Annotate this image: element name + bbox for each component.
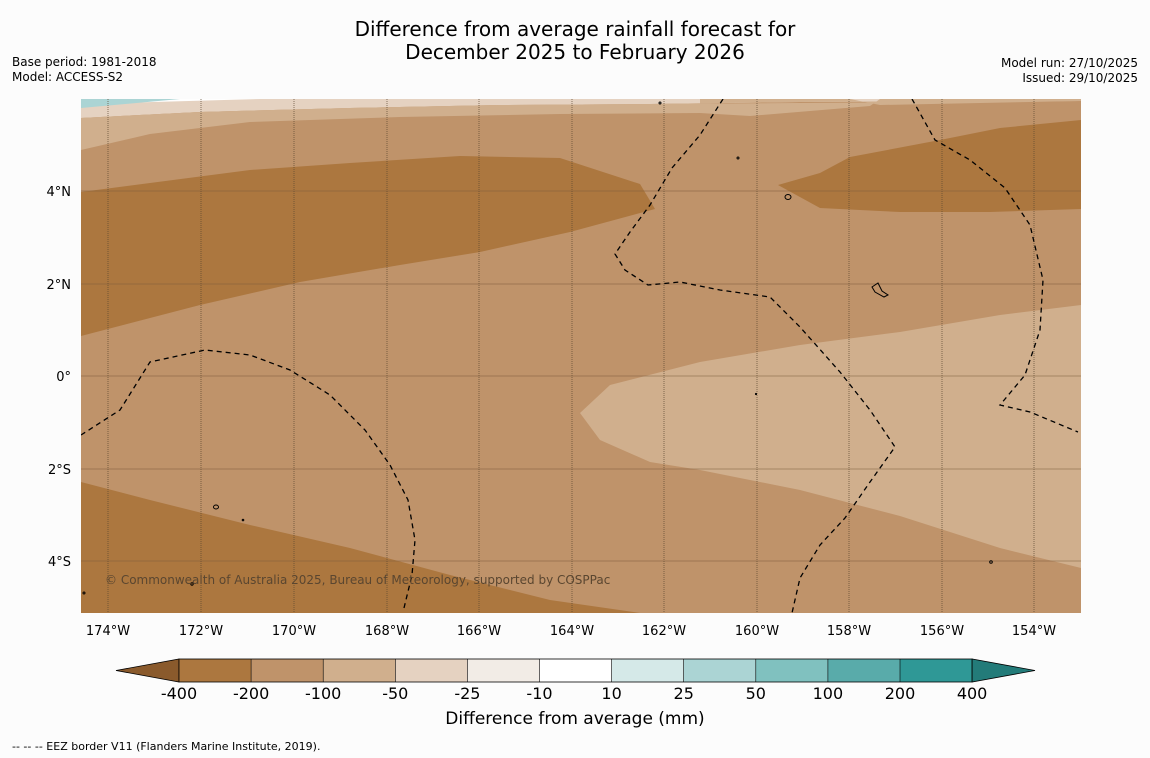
colorbar-segment xyxy=(179,659,252,682)
base-period: Base period: 1981-2018 xyxy=(12,55,157,69)
lon-label: 156°W xyxy=(920,624,964,639)
lon-label: 158°W xyxy=(827,624,871,639)
lon-label: 154°W xyxy=(1012,624,1056,639)
region-minus-200-to-400-northeast xyxy=(778,120,1081,212)
issued-date: Issued: 29/10/2025 xyxy=(1022,71,1138,85)
colorbar-segment xyxy=(395,659,468,682)
eez-legend-footnote: -- -- -- EEZ border V11 (Flanders Marine… xyxy=(12,740,321,753)
eez-borders xyxy=(81,99,1079,613)
colorbar-tick-label: -10 xyxy=(526,684,553,703)
colorbar-segment xyxy=(323,659,396,682)
lon-label: 170°W xyxy=(272,624,316,639)
lon-label: 164°W xyxy=(550,624,594,639)
colorbar-tick-label: 200 xyxy=(884,684,916,703)
region-plus-25-to-50 xyxy=(81,99,180,108)
title-line-1: Difference from average rainfall forecas… xyxy=(354,17,796,41)
lat-label: 4°S xyxy=(48,555,71,570)
model-name: Model: ACCESS-S2 xyxy=(12,70,124,84)
colorbar-tick-label: -400 xyxy=(160,684,198,703)
colorbar-segment xyxy=(755,659,828,682)
colorbar-segment xyxy=(467,659,540,682)
colorbar-segment xyxy=(611,659,684,682)
graticule xyxy=(107,99,1035,613)
region-minus-50-to-25 xyxy=(81,99,1081,118)
region-minus-50-to-100-equatorial xyxy=(580,305,1081,568)
metadata-right: Model run: 27/10/2025 Issued: 29/10/2025 xyxy=(1001,56,1138,86)
colorbar-segment xyxy=(683,659,756,682)
lon-label: 162°W xyxy=(642,624,686,639)
islands xyxy=(82,101,993,595)
latitude-labels: 4°N 2°N 0° 2°S 4°S xyxy=(47,185,72,570)
lat-label: 2°N xyxy=(47,278,72,293)
lon-label: 174°W xyxy=(86,624,130,639)
title-line-2: December 2025 to February 2026 xyxy=(405,40,745,64)
lat-label: 4°N xyxy=(47,185,72,200)
region-minus-200-to-400-south xyxy=(81,482,640,613)
longitude-labels: 174°W 172°W 170°W 168°W 166°W 164°W 162°W 160°W… xyxy=(86,624,1056,639)
lon-label: 172°W xyxy=(179,624,223,639)
model-run: Model run: 27/10/2025 xyxy=(1000,56,1138,70)
colorbar-tick-label: -200 xyxy=(232,684,270,703)
colorbar-tick-label: 50 xyxy=(745,684,766,703)
colorbar-segment xyxy=(251,659,324,682)
colorbar-segment xyxy=(900,659,973,682)
region-minus-200-to-400-north xyxy=(81,156,655,336)
region-minus-50-to-100-top xyxy=(81,99,1081,150)
colorbar-extend-high xyxy=(971,658,1036,683)
colorbar xyxy=(115,658,1036,683)
colorbar-tick-label: -25 xyxy=(454,684,481,703)
colorbar-segment xyxy=(827,659,900,682)
map-plot-area: © Commonwealth of Australia 2025, Bureau… xyxy=(81,99,1081,613)
metadata-left: Base period: 1981-2018 Model: ACCESS-S2 xyxy=(12,55,157,85)
colorbar-tick-label: -100 xyxy=(305,684,342,703)
colorbar-tick-label: 400 xyxy=(956,684,988,703)
colorbar-tick-label: 25 xyxy=(673,684,694,703)
lat-label: 2°S xyxy=(48,463,71,478)
colorbar-label: Difference from average (mm) xyxy=(445,709,705,729)
colorbar-segment xyxy=(539,659,612,682)
latitude-lines xyxy=(81,190,1081,562)
colorbar-tick-label: 10 xyxy=(601,684,622,703)
copyright-text: © Commonwealth of Australia 2025, Bureau… xyxy=(105,573,610,587)
colorbar-tick-label: -50 xyxy=(382,684,409,703)
colorbar-extend-low xyxy=(115,658,180,683)
lat-label: 0° xyxy=(56,370,71,385)
colorbar-tick-label: 100 xyxy=(812,684,844,703)
lon-label: 166°W xyxy=(457,624,501,639)
map-title: Difference from average rainfall forecas… xyxy=(0,18,1150,64)
lon-label: 168°W xyxy=(365,624,409,639)
lon-label: 160°W xyxy=(735,624,779,639)
